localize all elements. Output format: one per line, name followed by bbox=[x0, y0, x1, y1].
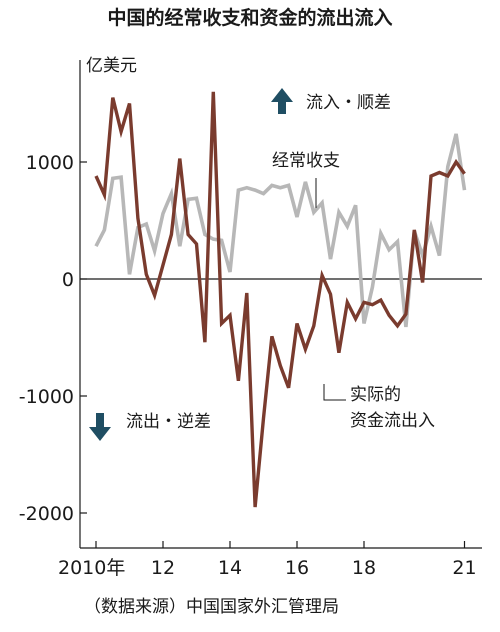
arrow-up-icon bbox=[271, 88, 293, 114]
capital-flow-leader-line bbox=[323, 384, 346, 401]
x-tick-label: 18 bbox=[352, 557, 376, 579]
outflow-label: 流出・逆差 bbox=[126, 412, 211, 432]
x-tick-label: 12 bbox=[151, 557, 175, 579]
x-tick-label: 2010年 bbox=[58, 557, 125, 579]
capital-flow-label-line2: 资金流出入 bbox=[350, 411, 435, 431]
current-account-label: 经常收支 bbox=[272, 151, 340, 171]
y-tick-label: -2000 bbox=[19, 503, 74, 525]
current-account-line bbox=[94, 133, 467, 328]
capital-flow-label-line1: 实际的 bbox=[350, 385, 401, 405]
x-tick-label: 16 bbox=[285, 557, 309, 579]
x-tick-label: 14 bbox=[218, 557, 242, 579]
inflow-annotation: 流入・顺差 bbox=[271, 88, 391, 114]
arrow-down-icon bbox=[89, 413, 111, 441]
current-account-callout: 经常收支 bbox=[272, 151, 340, 208]
inflow-label: 流入・顺差 bbox=[306, 93, 391, 113]
capital-flow-line bbox=[94, 91, 466, 508]
source-note: （数据来源）中国国家外汇管理局 bbox=[84, 597, 339, 617]
y-tick-label: 0 bbox=[62, 269, 74, 291]
series-group bbox=[94, 91, 467, 508]
outflow-annotation: 流出・逆差 bbox=[89, 412, 211, 441]
y-axis-unit-label: 亿美元 bbox=[86, 56, 137, 76]
y-tick-label: 1000 bbox=[26, 152, 74, 174]
chart-title: 中国的经常收支和资金的流出流入 bbox=[107, 6, 392, 29]
y-tick-label: -1000 bbox=[19, 386, 74, 408]
capital-flow-callout: 实际的 资金流出入 bbox=[323, 384, 435, 431]
x-tick-label: 21 bbox=[452, 557, 476, 579]
x-ticks: 2010年 12 14 16 18 21 bbox=[58, 541, 477, 579]
y-ticks: 1000 0 -1000 -2000 bbox=[19, 152, 87, 525]
